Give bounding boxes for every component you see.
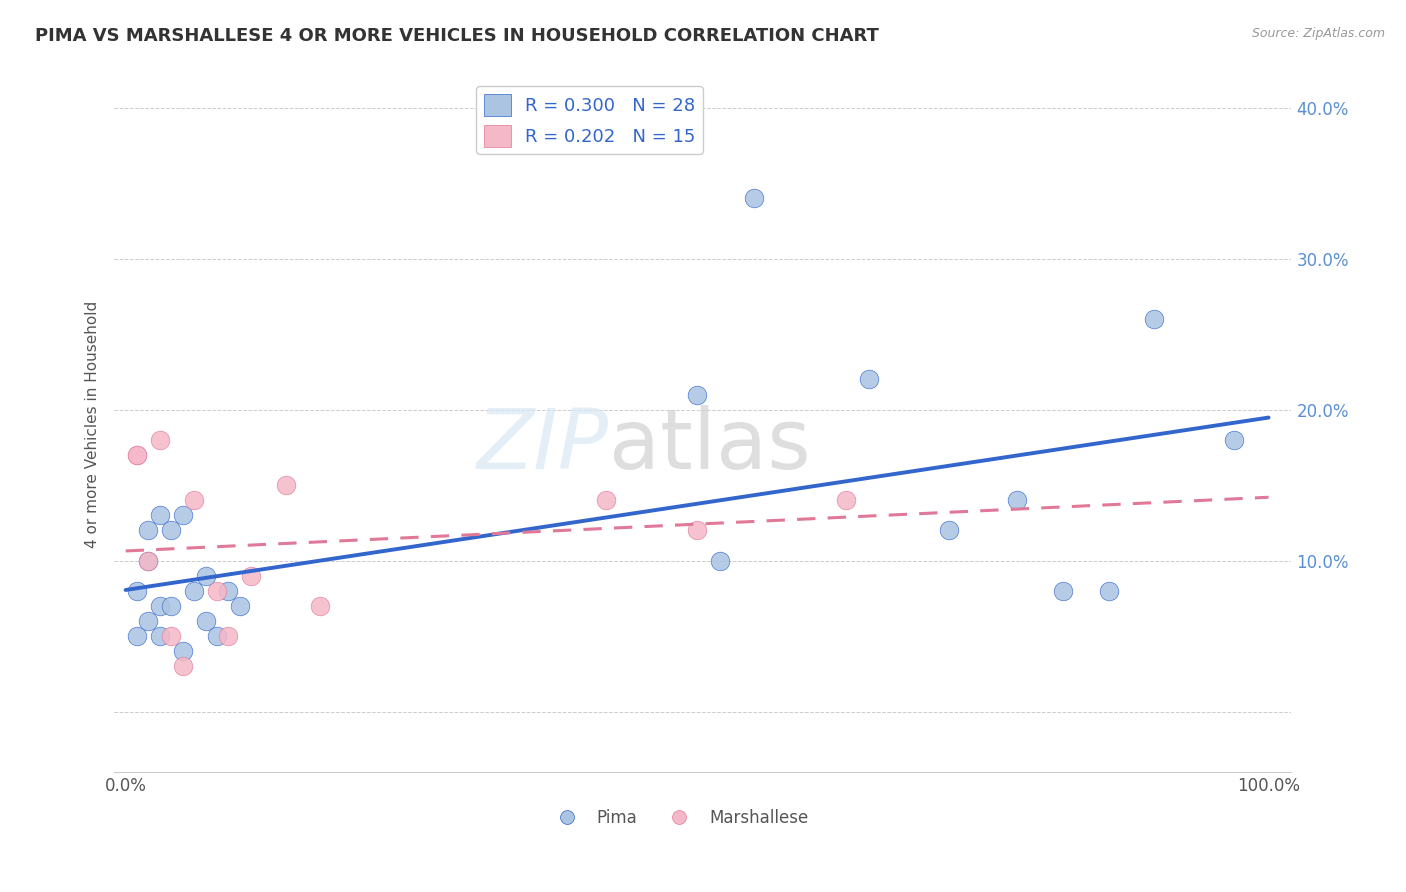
Point	[218, 629, 240, 643]
Point	[709, 554, 731, 568]
Point	[1052, 583, 1074, 598]
Point	[125, 583, 148, 598]
Point	[686, 387, 709, 401]
Point	[194, 568, 217, 582]
Point	[205, 629, 228, 643]
Y-axis label: 4 or more Vehicles in Household: 4 or more Vehicles in Household	[86, 301, 100, 549]
Text: atlas: atlas	[609, 405, 810, 486]
Point	[138, 614, 160, 628]
Point	[218, 583, 240, 598]
Point	[149, 508, 172, 523]
Point	[125, 629, 148, 643]
Point	[172, 659, 194, 673]
Text: PIMA VS MARSHALLESE 4 OR MORE VEHICLES IN HOUSEHOLD CORRELATION CHART: PIMA VS MARSHALLESE 4 OR MORE VEHICLES I…	[35, 27, 879, 45]
Point	[172, 644, 194, 658]
Point	[138, 554, 160, 568]
Point	[138, 524, 160, 538]
Point	[160, 599, 183, 613]
Point	[1005, 493, 1028, 508]
Text: Source: ZipAtlas.com: Source: ZipAtlas.com	[1251, 27, 1385, 40]
Point	[172, 508, 194, 523]
Point	[938, 524, 960, 538]
Point	[125, 448, 148, 462]
Point	[149, 599, 172, 613]
Point	[240, 568, 263, 582]
Point	[1097, 583, 1119, 598]
Point	[229, 599, 252, 613]
Point	[194, 614, 217, 628]
Point	[160, 629, 183, 643]
Point	[205, 583, 228, 598]
Point	[274, 478, 297, 492]
Point	[125, 448, 148, 462]
Point	[149, 629, 172, 643]
Point	[183, 583, 205, 598]
Point	[742, 191, 765, 205]
Point	[595, 493, 617, 508]
Text: ZIP: ZIP	[477, 405, 609, 486]
Point	[834, 493, 856, 508]
Point	[858, 372, 880, 386]
Point	[183, 493, 205, 508]
Point	[149, 433, 172, 447]
Point	[160, 524, 183, 538]
Point	[1143, 312, 1166, 326]
Point	[1223, 433, 1246, 447]
Point	[138, 554, 160, 568]
Legend: Pima, Marshallese: Pima, Marshallese	[544, 802, 815, 833]
Point	[686, 524, 709, 538]
Point	[309, 599, 332, 613]
